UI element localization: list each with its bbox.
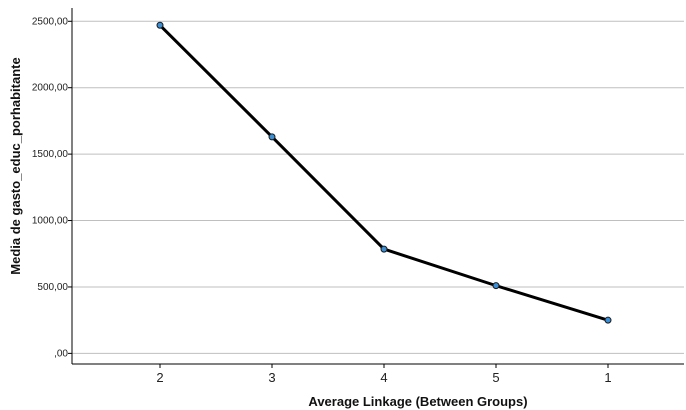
data-point <box>492 282 500 290</box>
data-point <box>604 316 612 324</box>
data-point <box>380 245 388 253</box>
x-tick-label: 2 <box>156 370 163 385</box>
data-point <box>156 21 164 29</box>
data-points <box>156 21 612 324</box>
data-point <box>268 133 276 141</box>
x-tick-label: 4 <box>380 370 387 385</box>
y-tick-label: 2500,00 <box>32 16 69 27</box>
y-tick-label: 1000,00 <box>32 216 69 227</box>
x-tick-label: 5 <box>492 370 499 385</box>
y-axis-title: Media de gasto_educ_porhabitante <box>8 57 23 274</box>
axes <box>68 8 684 368</box>
x-tick-labels: 2 3 4 5 1 <box>156 370 611 385</box>
series-line-group <box>158 23 610 322</box>
y-tick-label: 1500,00 <box>32 149 69 160</box>
gridlines <box>72 20 684 354</box>
y-tick-label: ,00 <box>54 348 68 359</box>
x-tick-label: 1 <box>604 370 611 385</box>
y-tick-label: 500,00 <box>37 282 68 293</box>
x-tick-label: 3 <box>268 370 275 385</box>
x-axis-title: Average Linkage (Between Groups) <box>308 394 527 409</box>
y-tick-labels: ,00 500,00 1000,00 1500,00 2000,00 2500,00 <box>32 16 69 359</box>
series-line <box>158 23 610 322</box>
y-tick-label: 2000,00 <box>32 83 69 94</box>
